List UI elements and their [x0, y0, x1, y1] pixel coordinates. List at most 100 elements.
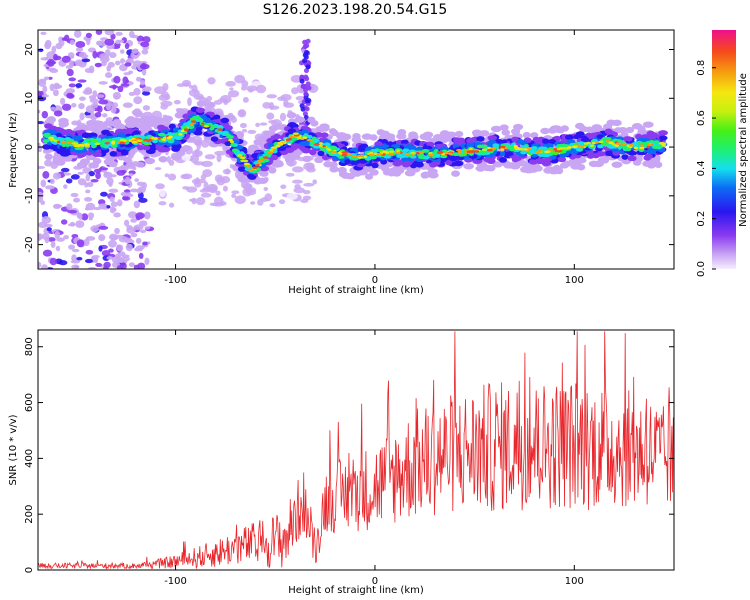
spectrogram-xtick-label: -100 — [164, 275, 187, 286]
spectrogram-cell — [542, 138, 550, 145]
spectrogram-cell — [173, 135, 181, 140]
spectrogram-cell — [457, 137, 466, 144]
spectrogram-cell — [40, 200, 46, 206]
spectrogram-cell — [79, 112, 85, 121]
spectrogram-cell — [130, 232, 138, 238]
spectrogram-cell — [499, 124, 509, 131]
spectrogram-cell — [292, 132, 299, 135]
spectrogram-cell — [142, 241, 148, 246]
spectrogram-cell — [58, 36, 64, 43]
spectrogram-cell — [116, 244, 124, 252]
spectrogram-cell — [220, 117, 230, 124]
spectrogram-cell — [341, 151, 348, 154]
spectrogram-cell — [142, 105, 151, 111]
spectrogram-cell — [106, 205, 111, 209]
spectrogram-cell — [190, 120, 197, 123]
spectrogram-cell — [114, 253, 122, 261]
spectrogram-cell — [305, 162, 315, 171]
spectrogram-cell — [306, 85, 312, 91]
spectrogram-cell — [420, 171, 432, 178]
spectrogram-cell — [90, 179, 99, 183]
spectrogram-cell — [85, 32, 92, 38]
spectrogram-cell — [155, 183, 165, 190]
spectrogram-cell — [575, 122, 585, 130]
snr-ytick-label: 600 — [24, 393, 35, 412]
spectrogram-cell — [513, 144, 518, 148]
spectrogram-cell — [305, 64, 311, 70]
spectrogram-cell — [98, 167, 109, 171]
spectrogram-cell — [466, 137, 476, 144]
spectrogram-cell — [302, 190, 311, 195]
spectrogram-cell — [210, 124, 217, 129]
spectrogram-cell — [357, 147, 366, 153]
spectrogram-cell — [106, 256, 114, 260]
spectrogram-cell — [363, 155, 367, 159]
spectrogram-frame — [37, 29, 675, 270]
spectrogram-cell — [575, 157, 587, 164]
spectrogram-cell — [499, 151, 506, 157]
spectrogram-cell — [109, 196, 115, 203]
spectrogram-cell — [344, 159, 351, 165]
spectrogram-cell — [661, 143, 666, 147]
spectrogram-cell — [106, 103, 111, 111]
spectrogram-cell — [66, 92, 74, 99]
spectrogram-cell — [159, 189, 166, 198]
spectrogram-cell — [611, 161, 623, 168]
spectrogram-cell — [109, 151, 117, 157]
spectrogram-cell — [42, 249, 53, 257]
spectrogram-cell — [591, 152, 601, 159]
spectrogram-cell — [43, 76, 50, 81]
spectrogram-cell — [257, 159, 264, 163]
spectrogram-cell — [329, 166, 339, 173]
spectrogram-cell — [133, 108, 141, 114]
spectrogram-cell — [262, 156, 269, 159]
spectrogram-cell — [42, 85, 48, 93]
spectrogram-cell — [46, 67, 57, 72]
spectrogram-cell — [131, 160, 140, 167]
spectrogram-cell — [605, 139, 610, 143]
spectrogram-cell — [95, 171, 101, 180]
spectrogram-cell — [52, 172, 62, 180]
spectrogram-cell — [65, 178, 73, 184]
spectrogram-cell — [216, 153, 222, 163]
spectrogram-cell — [66, 141, 72, 145]
spectrogram-cell — [267, 151, 274, 154]
spectrogram-cell — [189, 198, 196, 202]
spectrogram-cell — [369, 134, 378, 141]
spectrogram-cell — [309, 149, 317, 156]
spectrogram-cell — [290, 74, 303, 83]
spectrogram-cell — [562, 160, 572, 167]
spectrogram-cell — [243, 162, 250, 166]
spectrogram-cell — [395, 151, 401, 155]
spectrogram-cell — [526, 147, 532, 150]
spectrogram-cell — [346, 153, 352, 156]
spectrogram-cell — [88, 171, 95, 177]
spectrogram-cell — [578, 145, 585, 149]
spectrogram-cell — [108, 248, 114, 253]
spectrogram-cell — [92, 157, 102, 165]
spectrogram-cell — [297, 136, 302, 140]
spectrogram-cell — [158, 156, 168, 163]
spectrogram-cell — [109, 206, 116, 214]
spectrogram-cell — [304, 98, 310, 104]
spectrogram-cell — [113, 212, 121, 218]
spectrogram-cell — [135, 237, 142, 244]
spectrogram-cell — [71, 102, 77, 108]
spectrogram-cell — [112, 91, 122, 100]
spectrogram-cell — [52, 89, 59, 97]
spectrogram-cell — [162, 136, 167, 140]
snr-ytick-label: 400 — [24, 449, 35, 468]
spectrogram-cell — [70, 259, 81, 264]
spectrogram-cell — [304, 106, 310, 112]
spectrogram-cell — [202, 117, 211, 123]
spectrogram-cell — [40, 179, 47, 188]
spectrogram-cell — [565, 134, 574, 141]
spectrogram-cell — [291, 179, 303, 184]
spectrogram-cell — [128, 211, 137, 219]
spectrogram-cell — [200, 192, 212, 198]
spectrogram-cell — [392, 170, 402, 177]
spectrogram-cell — [490, 125, 502, 133]
snr-xtick-label: 0 — [372, 576, 378, 587]
spectrogram-cell — [532, 136, 540, 143]
spectrogram-cell — [104, 38, 115, 46]
